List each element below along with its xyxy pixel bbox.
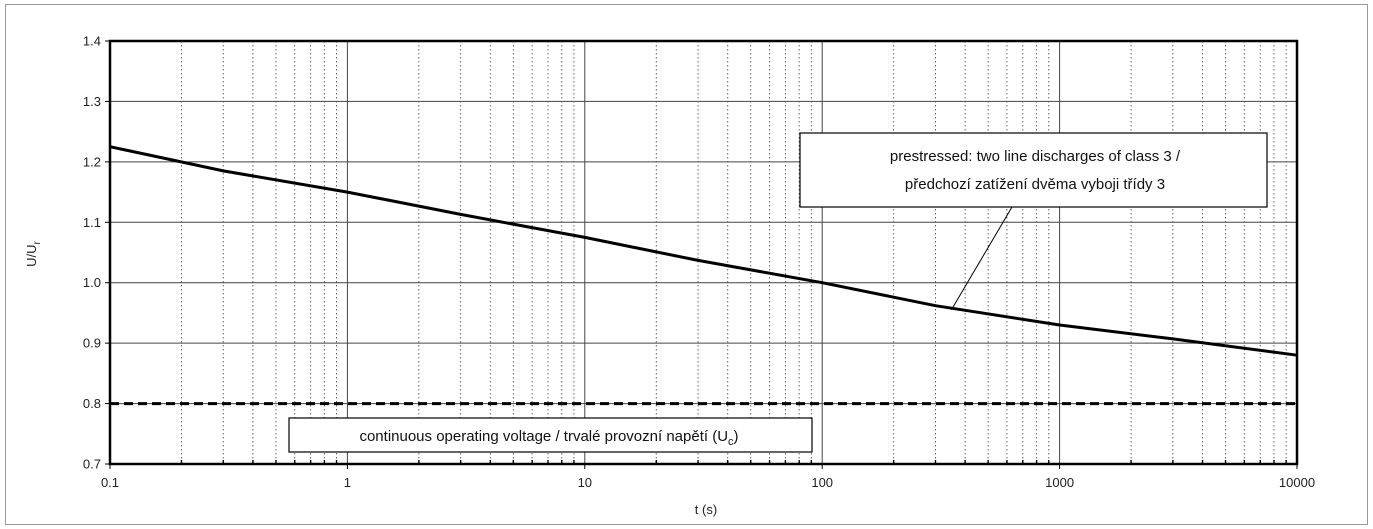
tick-layer: 0.7 0.8 0.9 1.0 1.1 1.2 1.3 1.4 0.1 1 10 100 1000 100… xyxy=(83,34,1315,491)
annotation-continuous-voltage-suffix: ) xyxy=(734,428,739,445)
x-tick-label: 1000 xyxy=(1045,475,1074,490)
y-tick-label: 1.4 xyxy=(83,34,101,49)
y-axis-title-main: U/U xyxy=(24,244,39,266)
y-axis-title-subscript: r xyxy=(32,240,43,244)
annotation-prestressed: prestressed: two line discharges of clas… xyxy=(799,132,1268,311)
series-line-solid xyxy=(109,145,1298,357)
y-tick-label: 0.8 xyxy=(83,396,101,411)
annotation-continuous-voltage-subscript: c xyxy=(728,436,734,448)
annotation-continuous-voltage: continuous operating voltage / trvalé pr… xyxy=(288,417,813,453)
x-tick-label: 10 xyxy=(578,475,592,490)
y-tick-label: 0.7 xyxy=(83,457,101,472)
annotation-prestressed-line-2: předchozí zatížení dvěma vyboji třídy 3 xyxy=(905,176,1165,193)
x-axis-title: t (s) xyxy=(695,502,717,517)
plot-border xyxy=(108,39,1299,466)
annotation-continuous-voltage-main: continuous operating voltage / trvalé pr… xyxy=(359,428,728,445)
y-axis-title: U/Ur xyxy=(24,240,43,266)
x-tick-label: 10000 xyxy=(1279,475,1315,490)
annotation-continuous-voltage-box xyxy=(288,417,813,453)
x-tick-label: 100 xyxy=(811,475,833,490)
y-tick-label: 0.9 xyxy=(83,336,101,351)
y-tick-label: 1.2 xyxy=(83,154,101,169)
y-tick-label: 1.3 xyxy=(83,94,101,109)
x-tick-label: 1 xyxy=(344,475,351,490)
y-tick-label: 1.0 xyxy=(83,275,101,290)
annotation-leader-line xyxy=(950,206,1013,311)
series-layer xyxy=(109,145,1298,406)
annotation-prestressed-box xyxy=(799,132,1268,208)
grid-layer xyxy=(110,41,1297,464)
annotation-continuous-voltage-text: continuous operating voltage / trvalé pr… xyxy=(359,428,738,448)
x-tick-label: 0.1 xyxy=(101,475,119,490)
y-tick-label: 1.1 xyxy=(83,215,101,230)
annotation-prestressed-line-1: prestressed: two line discharges of clas… xyxy=(890,148,1181,165)
